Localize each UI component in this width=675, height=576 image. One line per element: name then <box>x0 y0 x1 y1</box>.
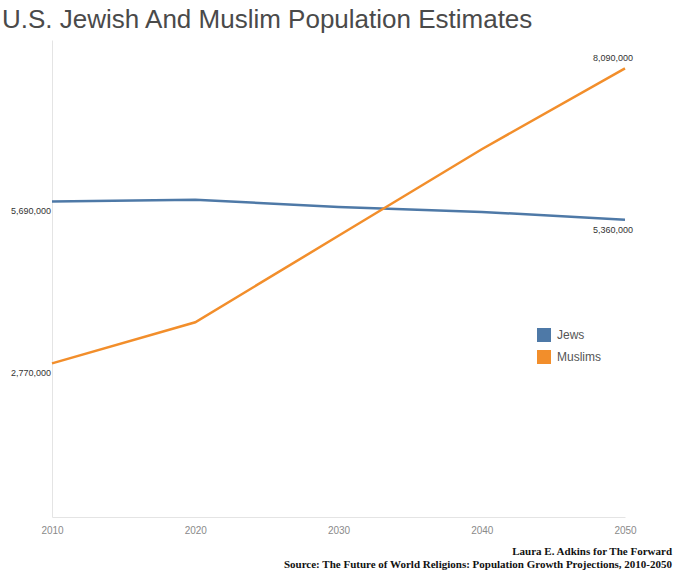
x-tick: 2020 <box>185 517 208 536</box>
y-axis <box>52 41 53 518</box>
legend-swatch <box>537 328 551 342</box>
y-axis-line <box>52 41 53 518</box>
x-tick-label: 2050 <box>614 525 637 536</box>
x-axis-line <box>53 517 626 518</box>
x-tick-label: 2040 <box>471 525 494 536</box>
x-tick: 2030 <box>328 517 351 536</box>
chart: U.S. Jewish And Muslim Population Estima… <box>0 0 675 576</box>
series-line <box>52 68 625 363</box>
legend-label: Jews <box>557 328 584 342</box>
annotation: Source: The Future of World Religions: P… <box>284 558 673 570</box>
x-tick-label: 2010 <box>41 525 64 536</box>
plot-area <box>52 68 625 363</box>
series-line <box>52 200 625 220</box>
title: U.S. Jewish And Muslim Population Estima… <box>2 4 532 34</box>
annotation: Laura E. Adkins for The Forward <box>512 545 672 557</box>
data-label: 8,090,000 <box>593 53 633 63</box>
x-tick-label: 2030 <box>328 525 351 536</box>
x-tick-label: 2020 <box>185 525 208 536</box>
data-label: 5,360,000 <box>593 225 633 235</box>
x-tick: 2010 <box>41 517 64 536</box>
legend-swatch <box>537 350 551 364</box>
legend-label: Muslims <box>557 350 601 364</box>
x-axis: 2010 2020 2030 2040 2050 <box>41 517 637 536</box>
x-tick: 2050 <box>614 517 637 536</box>
x-tick: 2040 <box>471 517 494 536</box>
legend: Jews Muslims <box>537 328 601 364</box>
data-label: 2,770,000 <box>11 368 51 378</box>
data-label: 5,690,000 <box>11 206 51 216</box>
